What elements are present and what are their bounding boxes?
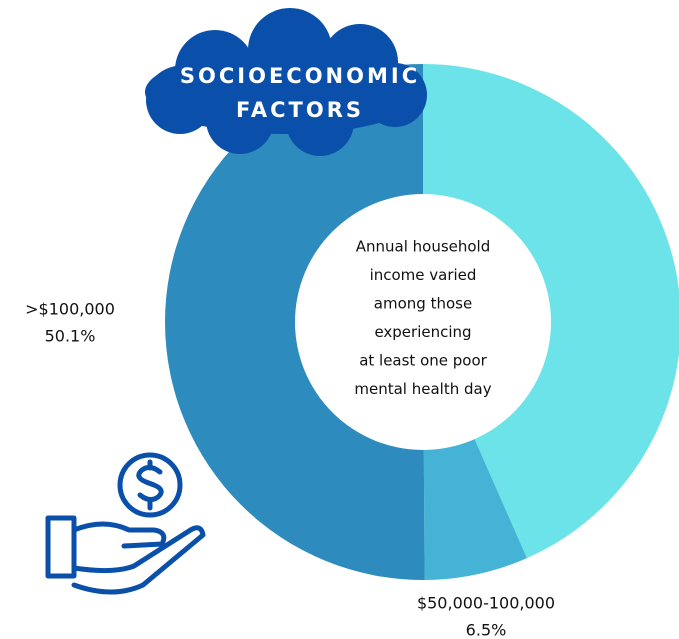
value-label: 6.5% — [466, 621, 507, 639]
donut-slice — [423, 64, 679, 559]
center-text: Annual household — [356, 238, 491, 256]
value-label: 50.1% — [45, 327, 96, 346]
center-text: income varied — [370, 266, 477, 284]
cloud — [145, 8, 427, 156]
money-icon — [45, 452, 206, 595]
slice-label: >$100,000 — [25, 300, 115, 319]
slice-label: $50,000-100,000 — [417, 594, 555, 613]
center-text: mental health day — [354, 380, 491, 398]
donut-slice — [165, 64, 425, 580]
center-text: experiencing — [374, 323, 471, 341]
center-text: among those — [374, 295, 472, 313]
donut-hole — [295, 194, 551, 450]
center-text: at least one poor — [359, 352, 487, 370]
chart-title: SOCIOECONOMIC — [180, 64, 420, 88]
chart-title: FACTORS — [236, 98, 364, 122]
